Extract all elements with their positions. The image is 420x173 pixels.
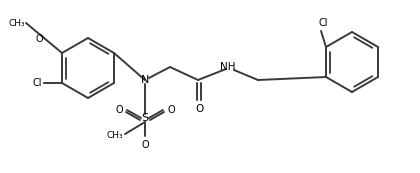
Text: Cl: Cl [32,78,42,88]
Text: CH₃: CH₃ [106,130,123,139]
Text: O: O [195,104,203,114]
Text: O: O [116,105,123,115]
Text: O: O [35,34,43,44]
Text: S: S [142,113,149,123]
Text: N: N [141,75,149,85]
Text: CH₃: CH₃ [8,19,25,28]
Text: O: O [141,140,149,150]
Text: O: O [167,105,175,115]
Text: NH: NH [220,62,236,72]
Text: Cl: Cl [318,18,328,28]
